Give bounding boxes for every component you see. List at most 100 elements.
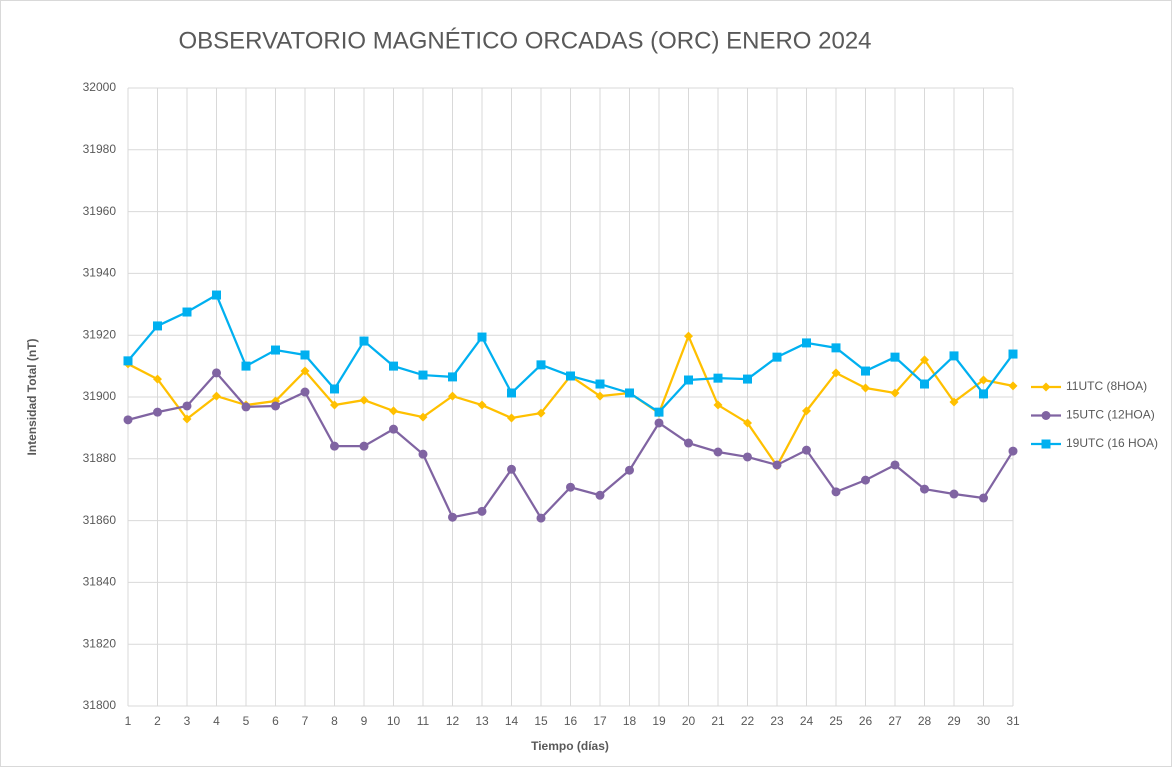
data-point [772, 460, 782, 470]
x-tick-label: 30 [977, 714, 991, 728]
data-point [477, 400, 487, 410]
data-point [389, 406, 398, 416]
x-tick-label: 7 [302, 714, 309, 728]
legend-label: 19UTC (16 HOA) [1066, 436, 1158, 450]
y-tick-label: 31800 [83, 698, 117, 712]
data-point [300, 366, 310, 376]
data-point [949, 397, 959, 407]
x-tick-label: 1 [125, 714, 132, 728]
data-point [713, 400, 723, 410]
data-point [979, 389, 988, 399]
y-tick-label: 31860 [83, 513, 117, 527]
x-tick-label: 21 [711, 714, 725, 728]
data-point [477, 332, 487, 342]
data-point [654, 418, 664, 428]
data-point [949, 489, 959, 499]
x-tick-label: 31 [1006, 714, 1020, 728]
data-point [271, 401, 280, 411]
data-point [625, 388, 634, 398]
data-point [507, 413, 516, 423]
y-tick-label: 32000 [83, 80, 117, 94]
data-point [153, 407, 162, 417]
data-point [949, 351, 959, 361]
data-point [831, 487, 841, 497]
x-tick-label: 19 [652, 714, 666, 728]
y-tick-label: 31820 [83, 636, 117, 650]
data-point [1008, 446, 1018, 456]
data-point [743, 374, 752, 384]
legend-label: 11UTC (8HOA) [1066, 379, 1147, 393]
data-point [477, 506, 487, 516]
data-point [330, 384, 339, 394]
data-point [448, 512, 457, 522]
data-point [861, 366, 870, 376]
data-point [566, 371, 575, 381]
data-point [861, 475, 870, 485]
data-point [536, 513, 546, 523]
data-point [330, 400, 339, 410]
x-tick-label: 10 [387, 714, 401, 728]
x-axis-title: Tiempo (días) [531, 739, 609, 753]
data-point [743, 452, 752, 462]
data-point [743, 418, 752, 428]
y-axis-title: Intensidad Total (nT) [25, 338, 39, 455]
data-point [890, 460, 900, 470]
data-point [684, 331, 693, 341]
data-point [802, 406, 811, 416]
data-point [153, 321, 162, 331]
data-point [979, 493, 988, 503]
data-point [359, 395, 369, 405]
data-point [389, 361, 398, 371]
data-point [418, 449, 428, 459]
data-point [831, 368, 841, 378]
data-point [920, 379, 929, 389]
data-point [536, 360, 546, 370]
data-point [713, 373, 723, 383]
x-tick-label: 25 [829, 714, 843, 728]
x-tick-label: 11 [417, 714, 430, 728]
data-point [507, 464, 516, 474]
x-tick-label: 27 [888, 714, 902, 728]
data-point [920, 484, 929, 494]
x-tick-label: 16 [564, 714, 578, 728]
x-tick-label: 17 [593, 714, 607, 728]
data-point [507, 388, 516, 398]
data-point [772, 352, 782, 362]
x-tick-label: 26 [859, 714, 873, 728]
data-point [1008, 381, 1018, 391]
data-point [595, 379, 605, 389]
data-point [625, 465, 634, 475]
data-point [566, 482, 575, 492]
legend-marker [1041, 411, 1051, 420]
chart-title: OBSERVATORIO MAGNÉTICO ORCADAS (ORC) ENE… [178, 27, 871, 54]
legend-label: 15UTC (12HOA) [1066, 408, 1155, 422]
y-tick-label: 31840 [83, 575, 117, 589]
x-tick-label: 3 [184, 714, 191, 728]
y-tick-label: 31920 [83, 327, 117, 341]
x-tick-label: 23 [770, 714, 784, 728]
x-tick-label: 12 [446, 714, 460, 728]
x-tick-label: 8 [331, 714, 338, 728]
data-point [979, 375, 988, 385]
data-point [330, 441, 339, 451]
legend-marker [1041, 382, 1051, 392]
data-point [359, 441, 369, 451]
x-tick-label: 6 [272, 714, 279, 728]
data-point [536, 408, 546, 418]
data-point [1008, 349, 1018, 359]
x-tick-label: 18 [623, 714, 637, 728]
x-tick-label: 28 [918, 714, 932, 728]
data-point [389, 424, 398, 434]
data-point [212, 391, 221, 401]
data-point [802, 338, 811, 348]
data-point [890, 388, 900, 398]
data-point [182, 401, 192, 411]
data-point [713, 447, 723, 457]
x-tick-label: 13 [475, 714, 489, 728]
data-point [595, 391, 605, 401]
data-point [123, 415, 133, 425]
data-point [241, 402, 251, 412]
x-tick-label: 14 [505, 714, 519, 728]
y-tick-label: 31880 [83, 451, 117, 465]
data-point [271, 345, 280, 355]
